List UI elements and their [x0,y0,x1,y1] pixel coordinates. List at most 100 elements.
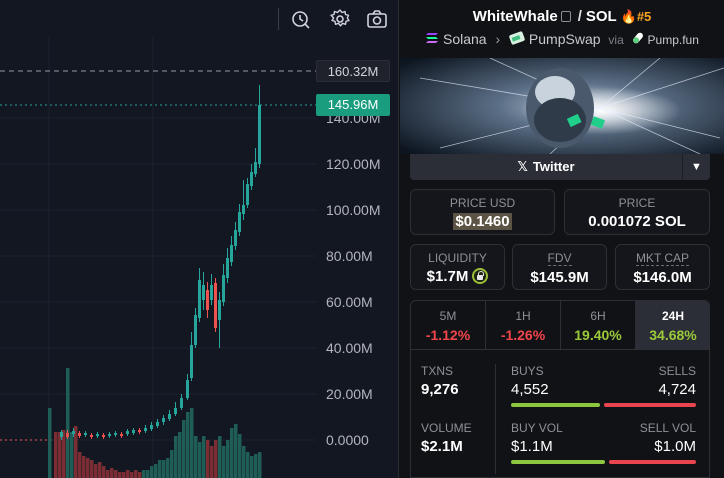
volume-bar [78,452,82,478]
camera-icon[interactable] [366,8,388,30]
tab-1h[interactable]: 1H -1.26% [486,301,561,349]
volume-bar [242,446,246,478]
pumpswap-icon [509,31,525,48]
more-links-dropdown[interactable]: ▼ [682,154,710,180]
sell-vol-label: SELL VOL [639,421,696,435]
tab-24h[interactable]: 24H 34.68% [635,301,709,349]
candlestick-chart[interactable] [0,0,398,478]
y-axis-label: 100.00M [326,202,381,218]
buy-vol-value: $1.1M [511,438,553,455]
timeframe-tabs: 5M -1.12% 1H -1.26% 6H 19.40% 24H 34.68% [410,300,710,350]
token-banner-image [400,58,724,154]
y-axis-label: 80.00M [326,248,373,264]
candle-body [126,431,129,434]
volume-bar [94,464,98,478]
change-1h: -1.26% [500,327,546,343]
y-axis-label: 0.0000 [326,432,369,448]
candle-body [66,433,69,437]
base-token-name: WhiteWhale [472,8,558,25]
volume-bar [118,472,122,478]
sells-ratio-bar [604,403,696,407]
candle-body [120,434,123,436]
mktcap-value: $146.0M [633,269,692,286]
volume-bar [106,470,110,478]
volume-bar [126,470,130,478]
candles [60,85,261,440]
candle-body [242,205,245,214]
liquidity-lock-icon[interactable] [472,268,489,285]
price-usd-box: PRICE USD $0.1460 [410,189,555,235]
volume-bar [90,460,94,478]
trade-stats: TXNS 9,276 BUYS 4,552 SELLS 4,724 VOLUME… [410,350,710,478]
volume-bar [86,458,90,478]
copy-icon[interactable] [560,10,571,22]
volume-bar [230,428,234,478]
volume-bars [48,368,262,478]
candle-body [190,345,193,378]
candle-body [234,230,237,246]
volume-bar [82,456,86,478]
volume-bar [110,468,114,478]
liquidity-value: $1.7M [426,268,469,285]
settings-icon[interactable] [329,8,351,30]
dex-link[interactable]: PumpSwap [528,31,601,47]
chain-link[interactable]: Solana [442,31,487,47]
volume-bar [66,368,70,478]
volume-bar [182,420,186,478]
candle-body [90,435,93,437]
candle-body [254,162,257,174]
trending-rank[interactable]: 🔥#5 [620,9,652,24]
volume-bar [226,440,230,478]
candle-body [138,430,141,432]
pair-breadcrumb: Solana › PumpSwap via Pump.fun [399,31,724,49]
candle-body [174,408,177,414]
candle-body [102,435,105,437]
candle-body [96,434,99,436]
candle-body [78,433,81,436]
mktcap-label[interactable]: MKT CAP [635,251,690,266]
pumpfun-icon [632,31,644,47]
candle-body [206,290,209,310]
chevron-right-icon: › [495,31,501,47]
price-chart-pane[interactable]: 140.00M 120.00M 100.00M 80.00M 60.00M 40… [0,0,398,478]
volume-bar [198,442,202,478]
price-native-label: PRICE [618,196,656,210]
candle-body [218,300,221,320]
candle-body [72,431,75,434]
fire-icon: 🔥 [620,9,637,24]
mktcap-box: MKT CAP $146.0M [615,244,710,290]
txns-value: 9,276 [421,381,459,398]
candle-body [194,315,197,345]
volume-bar [62,430,66,478]
fdv-box: FDV $145.9M [512,244,607,290]
candle-body [222,275,225,302]
current-price-tag: 145.96M [316,94,390,116]
candle-body [84,433,87,435]
twitter-button[interactable]: 𝕏 Twitter [517,159,575,174]
y-axis-label: 20.00M [326,386,373,402]
compare-icon[interactable] [290,8,312,30]
x-logo-icon: 𝕏 [517,159,528,174]
buy-vol-label: BUY VOL [511,421,563,435]
candle-body [168,414,171,419]
liquidity-label: LIQUIDITY [428,251,487,265]
tab-6h[interactable]: 6H 19.40% [561,301,636,349]
volume-bar [234,424,238,478]
volume-bar [122,472,126,478]
launchpad-link[interactable]: Pump.fun [647,33,699,47]
volume-bar [142,470,146,478]
buy-vol-ratio-bar [511,460,605,464]
tab-5m[interactable]: 5M -1.12% [411,301,486,349]
volume-bar [190,408,194,478]
y-axis-label: 40.00M [326,340,373,356]
candle-body [198,280,201,318]
candle-body [250,172,253,186]
buys-value: 4,552 [511,381,549,398]
change-24h: 34.68% [649,327,697,343]
volume-bar [98,462,102,478]
via-label: via [608,33,624,47]
volume-bar [254,454,258,478]
chevron-down-icon: ▼ [691,161,702,173]
stats-divider [495,364,496,474]
fdv-label[interactable]: FDV [547,251,572,266]
